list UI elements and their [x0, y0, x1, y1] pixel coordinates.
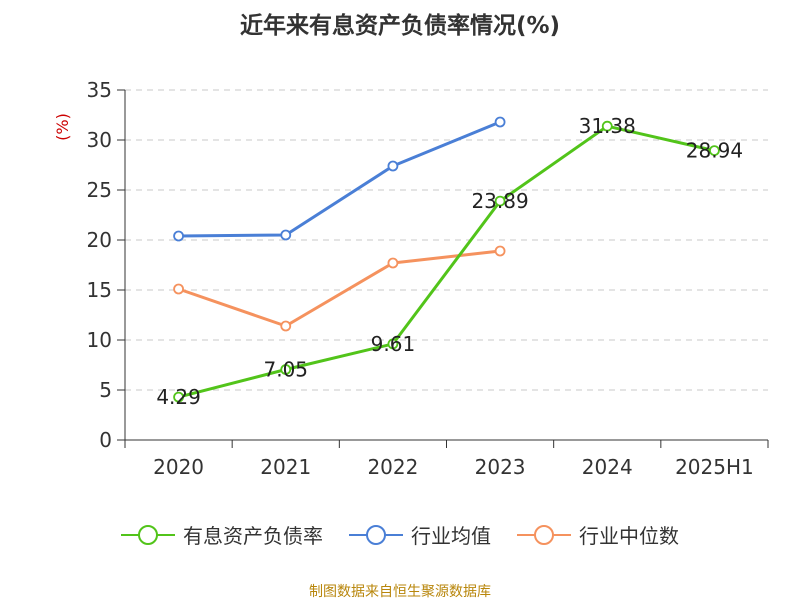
legend: 有息资产负债率 行业均值 行业中位数 [0, 520, 800, 549]
data-label: 4.29 [156, 385, 201, 409]
legend-marker-icon [121, 523, 175, 547]
y-tick-label: 35 [87, 78, 112, 102]
series-0-point [494, 195, 506, 207]
legend-label: 行业均值 [411, 524, 491, 548]
legend-marker-icon [517, 523, 571, 547]
legend-label: 行业中位数 [579, 524, 679, 548]
legend-item[interactable]: 行业中位数 [517, 520, 679, 549]
y-tick-label: 15 [87, 278, 112, 302]
data-label: 28.94 [686, 139, 743, 163]
series-line-0 [178, 124, 715, 399]
gridlines [125, 89, 768, 391]
series-2-point [280, 320, 292, 332]
y-tick-label: 5 [99, 378, 112, 402]
x-tick-label: 2023 [475, 455, 526, 479]
series-2-point [494, 245, 506, 257]
data-label: 31.38 [579, 114, 636, 138]
chart-title: 近年来有息资产负债率情况(%) [239, 13, 561, 39]
axes: 0 5 10 15 20 25 30 35 2020 2021 2022 2023 2024 2025H1 [87, 78, 769, 479]
legend-marker-icon [349, 523, 403, 547]
series-line-1 [178, 120, 501, 238]
legend-item[interactable]: 有息资产负债率 [121, 520, 323, 549]
x-tick-label: 2021 [260, 455, 311, 479]
series-line-2 [178, 249, 501, 328]
x-tick-label: 2025H1 [675, 455, 754, 479]
data-label: 23.89 [471, 189, 528, 213]
series-2-point [387, 257, 399, 269]
series-2-point [173, 283, 184, 295]
x-tick-label: 2022 [367, 455, 418, 479]
source-note: 制图数据来自恒生聚源数据库 [309, 584, 491, 600]
data-labels: 4.29 7.05 9.61 23.89 31.38 28.94 [156, 114, 743, 409]
series-1-point [387, 160, 399, 172]
series-0-point [173, 391, 184, 403]
data-label: 9.61 [371, 332, 416, 356]
y-tick-label: 0 [99, 428, 112, 452]
series-lines [173, 116, 720, 403]
y-tick-label: 20 [87, 228, 112, 252]
series-1-point [173, 230, 184, 242]
y-axis-label: (%) [53, 113, 72, 141]
y-tick-label: 25 [87, 178, 112, 202]
data-label: 7.05 [263, 358, 308, 382]
legend-item[interactable]: 行业均值 [349, 520, 491, 549]
y-tick-label: 10 [87, 328, 112, 352]
series-0-point [280, 364, 292, 375]
legend-label: 有息资产负债率 [183, 524, 323, 548]
series-1-point [494, 116, 506, 128]
series-0-point [709, 145, 720, 157]
x-tick-label: 2024 [582, 455, 633, 479]
series-0-point [387, 338, 399, 350]
y-tick-label: 30 [87, 128, 112, 152]
series-0-point [601, 120, 613, 132]
series-1-point [280, 229, 292, 241]
x-tick-label: 2020 [153, 455, 204, 479]
